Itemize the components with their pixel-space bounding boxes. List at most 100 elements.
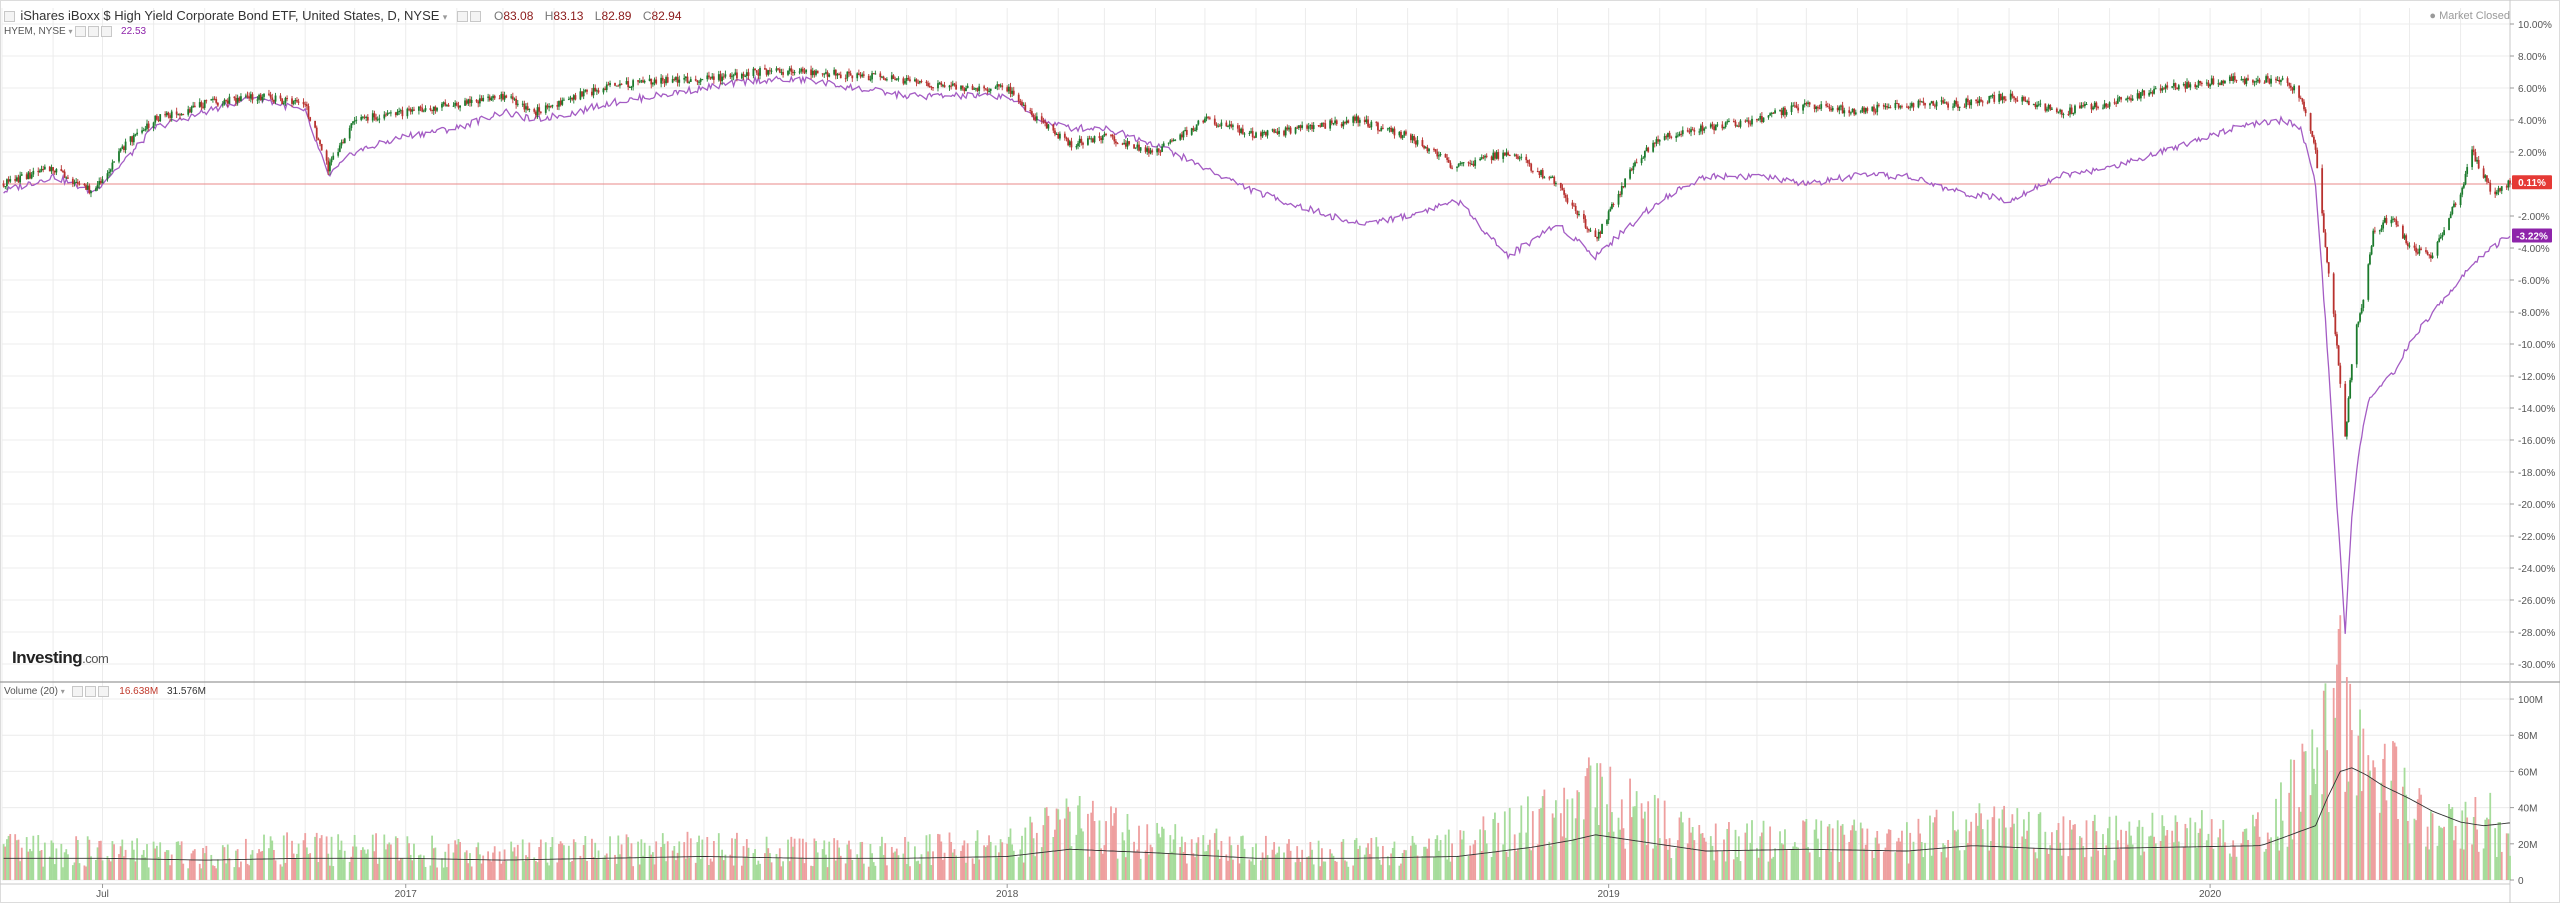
candle-body [2441,234,2444,237]
volume-bar [1230,845,1233,880]
volume-bar [1162,828,1165,880]
volume-bar [615,863,618,880]
candle-body [352,121,354,124]
volume-bar [1398,865,1401,880]
minus-box-icon[interactable] [4,11,15,23]
candle-body [1459,163,1462,165]
candle-body [643,80,646,83]
candle-body [571,97,574,100]
chevron-down-icon[interactable]: ▾ [68,27,73,37]
candle-body [778,69,781,73]
candle-body [223,99,226,105]
candle-body [1609,208,1612,212]
candle-body [1034,116,1037,121]
volume-bar [678,841,681,880]
candle-body [2219,83,2221,85]
candle-body [1497,152,1500,159]
volume-bar [1335,861,1338,880]
candle-body [1009,86,1012,94]
y-tick-label: 10.00% [2518,20,2552,31]
candle-body [188,109,191,113]
candle-body [53,170,56,173]
volume-bar [740,865,743,880]
volume-bar [1205,851,1208,880]
candle-body [1622,186,1625,188]
vol-y-tick-label: 100M [2518,695,2543,706]
settings-box-icon[interactable] [71,686,83,697]
volume-bar [1456,856,1458,880]
candle-body [1240,128,1243,133]
volume-bar [1426,848,1429,880]
candle-body [216,102,219,106]
candle-body [2125,99,2127,101]
vol-y-tick-label: 80M [2518,731,2537,742]
candle-body [775,68,778,71]
volume-bar [2240,843,2243,880]
volume-bar [17,839,20,880]
chevron-down-icon[interactable]: ▾ [60,687,65,697]
candle-body [770,70,773,72]
volume-bar [1317,840,1320,880]
volume-bar [1236,844,1239,880]
candle-body [1531,170,1534,172]
chevron-down-icon[interactable]: ▾ [442,12,448,22]
volume-bar [2026,830,2029,880]
volume-bar [1667,849,1669,880]
candle-body [1864,108,1867,113]
candle-body [2092,107,2094,110]
volume-bar [2448,803,2450,880]
candle-body [1253,137,1256,139]
candle-body [142,130,145,132]
volume-bar [696,842,699,880]
volume-bar [1311,849,1313,880]
volume-bar [434,847,437,880]
volume-bar [2049,845,2052,880]
volume-bar [442,867,445,880]
candle-body [136,132,139,135]
candle-body [1526,160,1529,163]
volume-bar [465,850,468,880]
candle-body [389,112,392,114]
candle-body [2243,78,2246,84]
volume-bar [1854,830,1857,880]
candle-body [1047,124,1050,129]
candle-body [816,70,819,74]
candle-body [1057,134,1060,139]
close-box-icon[interactable] [469,11,481,23]
candle-body [1744,120,1747,122]
volume-bar [698,835,700,880]
y-tick-label: -24.00% [2518,564,2555,575]
volume-bar [95,859,97,880]
candle-body [999,85,1002,87]
candle-body [701,79,704,81]
candle-body [297,101,300,103]
close-box-icon[interactable] [101,26,113,37]
candle-body [429,108,432,111]
candle-body [1479,158,1482,161]
hide-box-icon[interactable] [88,26,100,37]
volume-bar [1553,817,1556,880]
volume-bar [385,849,387,880]
candle-body [660,77,663,84]
close-box-icon[interactable] [97,686,109,697]
candle-body [2011,93,2014,97]
candle-body [65,177,68,179]
hide-box-icon[interactable] [84,686,96,697]
candle-body [2131,98,2134,101]
volume-bar [1184,842,1187,880]
candle-body [2309,113,2312,132]
volume-bar [210,854,213,880]
candle-body [1726,121,1729,123]
volume-bar [388,842,391,880]
volume-bar [643,842,646,880]
candle-body [226,100,229,104]
candle-body [2230,76,2233,81]
candle-body [121,146,124,149]
volume-bar [338,849,341,880]
settings-box-icon[interactable] [456,11,468,23]
settings-box-icon[interactable] [75,26,87,37]
y-tick-label: -2.00% [2518,212,2550,223]
candle-body [1363,119,1366,123]
candle-body [2034,104,2037,108]
